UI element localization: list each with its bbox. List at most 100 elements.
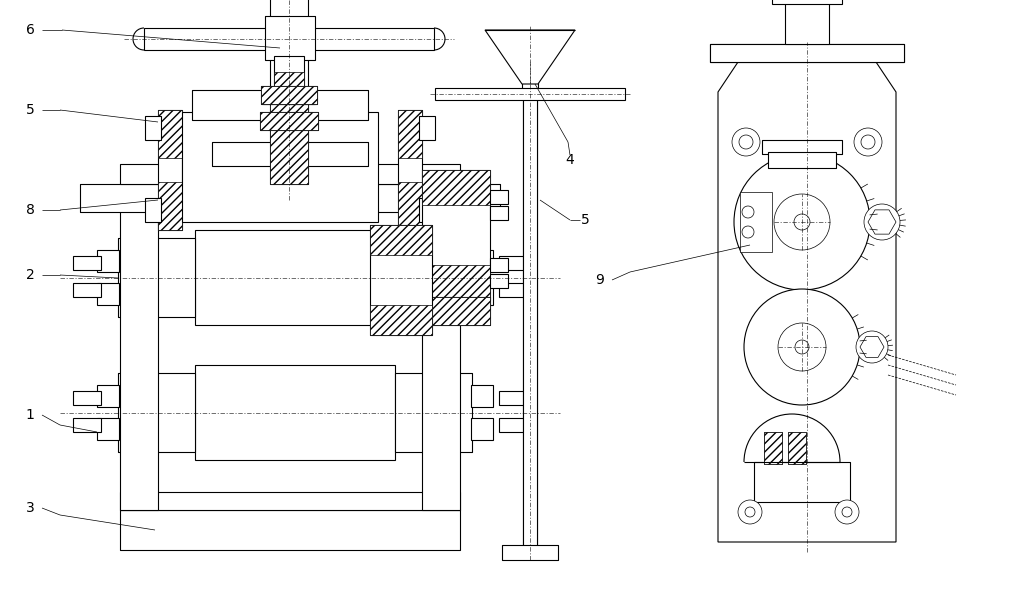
- Bar: [762, 140, 842, 154]
- Bar: [261, 86, 317, 104]
- Bar: [499, 256, 527, 270]
- Bar: [118, 238, 155, 317]
- Bar: [422, 297, 490, 325]
- Bar: [158, 110, 182, 230]
- Bar: [212, 142, 368, 166]
- Text: 6: 6: [26, 23, 35, 37]
- Bar: [118, 373, 155, 452]
- Text: 8: 8: [26, 203, 35, 217]
- Text: 1: 1: [26, 408, 35, 422]
- Circle shape: [732, 128, 760, 156]
- Bar: [768, 152, 836, 168]
- Bar: [490, 258, 508, 272]
- Bar: [471, 283, 493, 305]
- Bar: [195, 365, 395, 460]
- Bar: [522, 60, 538, 96]
- Bar: [395, 373, 435, 452]
- Bar: [260, 112, 318, 130]
- Polygon shape: [860, 337, 884, 358]
- Bar: [419, 198, 435, 222]
- Circle shape: [861, 135, 874, 149]
- Bar: [754, 462, 850, 502]
- Bar: [419, 116, 435, 140]
- Bar: [97, 418, 119, 440]
- Bar: [370, 305, 432, 335]
- Text: 2: 2: [26, 268, 35, 282]
- Bar: [193, 90, 368, 120]
- Polygon shape: [485, 30, 575, 84]
- Circle shape: [778, 323, 826, 371]
- Bar: [710, 44, 904, 62]
- Bar: [370, 225, 432, 335]
- Bar: [120, 210, 158, 510]
- Polygon shape: [868, 210, 896, 234]
- Bar: [785, 2, 829, 44]
- Bar: [772, 0, 842, 4]
- Bar: [120, 492, 460, 510]
- Text: 5: 5: [581, 213, 590, 227]
- Bar: [118, 238, 155, 317]
- Bar: [710, 44, 904, 62]
- Bar: [212, 142, 368, 166]
- Bar: [270, 104, 308, 184]
- Bar: [710, 44, 904, 62]
- Bar: [120, 210, 158, 510]
- Bar: [155, 373, 195, 452]
- Bar: [158, 110, 182, 158]
- Bar: [261, 86, 317, 104]
- Circle shape: [864, 204, 900, 240]
- Bar: [144, 28, 434, 50]
- Bar: [422, 297, 490, 325]
- Bar: [788, 432, 806, 464]
- Bar: [120, 164, 460, 184]
- Bar: [398, 110, 422, 158]
- Bar: [422, 170, 490, 300]
- Circle shape: [854, 128, 882, 156]
- Bar: [490, 274, 508, 288]
- Bar: [762, 140, 842, 154]
- Bar: [80, 184, 500, 212]
- Bar: [471, 385, 493, 407]
- Bar: [265, 16, 315, 60]
- Bar: [118, 373, 155, 452]
- Bar: [193, 90, 368, 120]
- Bar: [398, 182, 422, 230]
- Bar: [490, 206, 508, 220]
- Bar: [97, 250, 119, 272]
- Bar: [80, 184, 500, 212]
- Bar: [523, 70, 537, 550]
- Bar: [274, 72, 304, 90]
- Bar: [788, 432, 806, 464]
- Text: 9: 9: [596, 273, 604, 287]
- Bar: [73, 256, 101, 270]
- Circle shape: [842, 507, 852, 517]
- Bar: [522, 60, 538, 96]
- Text: 4: 4: [565, 153, 574, 167]
- Bar: [195, 230, 395, 325]
- Bar: [490, 190, 508, 204]
- Bar: [263, 88, 315, 104]
- Bar: [422, 170, 490, 205]
- Circle shape: [734, 154, 870, 290]
- Bar: [260, 112, 318, 130]
- Bar: [145, 116, 161, 140]
- Circle shape: [835, 500, 859, 524]
- Bar: [435, 88, 625, 100]
- Bar: [764, 432, 782, 464]
- Bar: [499, 391, 527, 405]
- Bar: [523, 70, 537, 550]
- Bar: [435, 238, 472, 317]
- Circle shape: [745, 507, 755, 517]
- Bar: [73, 418, 101, 432]
- Circle shape: [774, 194, 830, 250]
- Bar: [754, 462, 850, 502]
- Circle shape: [742, 206, 754, 218]
- Bar: [502, 545, 558, 560]
- Bar: [471, 418, 493, 440]
- Bar: [155, 238, 195, 317]
- Circle shape: [795, 340, 809, 354]
- Bar: [145, 198, 161, 222]
- Bar: [274, 56, 304, 90]
- Bar: [502, 545, 558, 560]
- Bar: [73, 391, 101, 405]
